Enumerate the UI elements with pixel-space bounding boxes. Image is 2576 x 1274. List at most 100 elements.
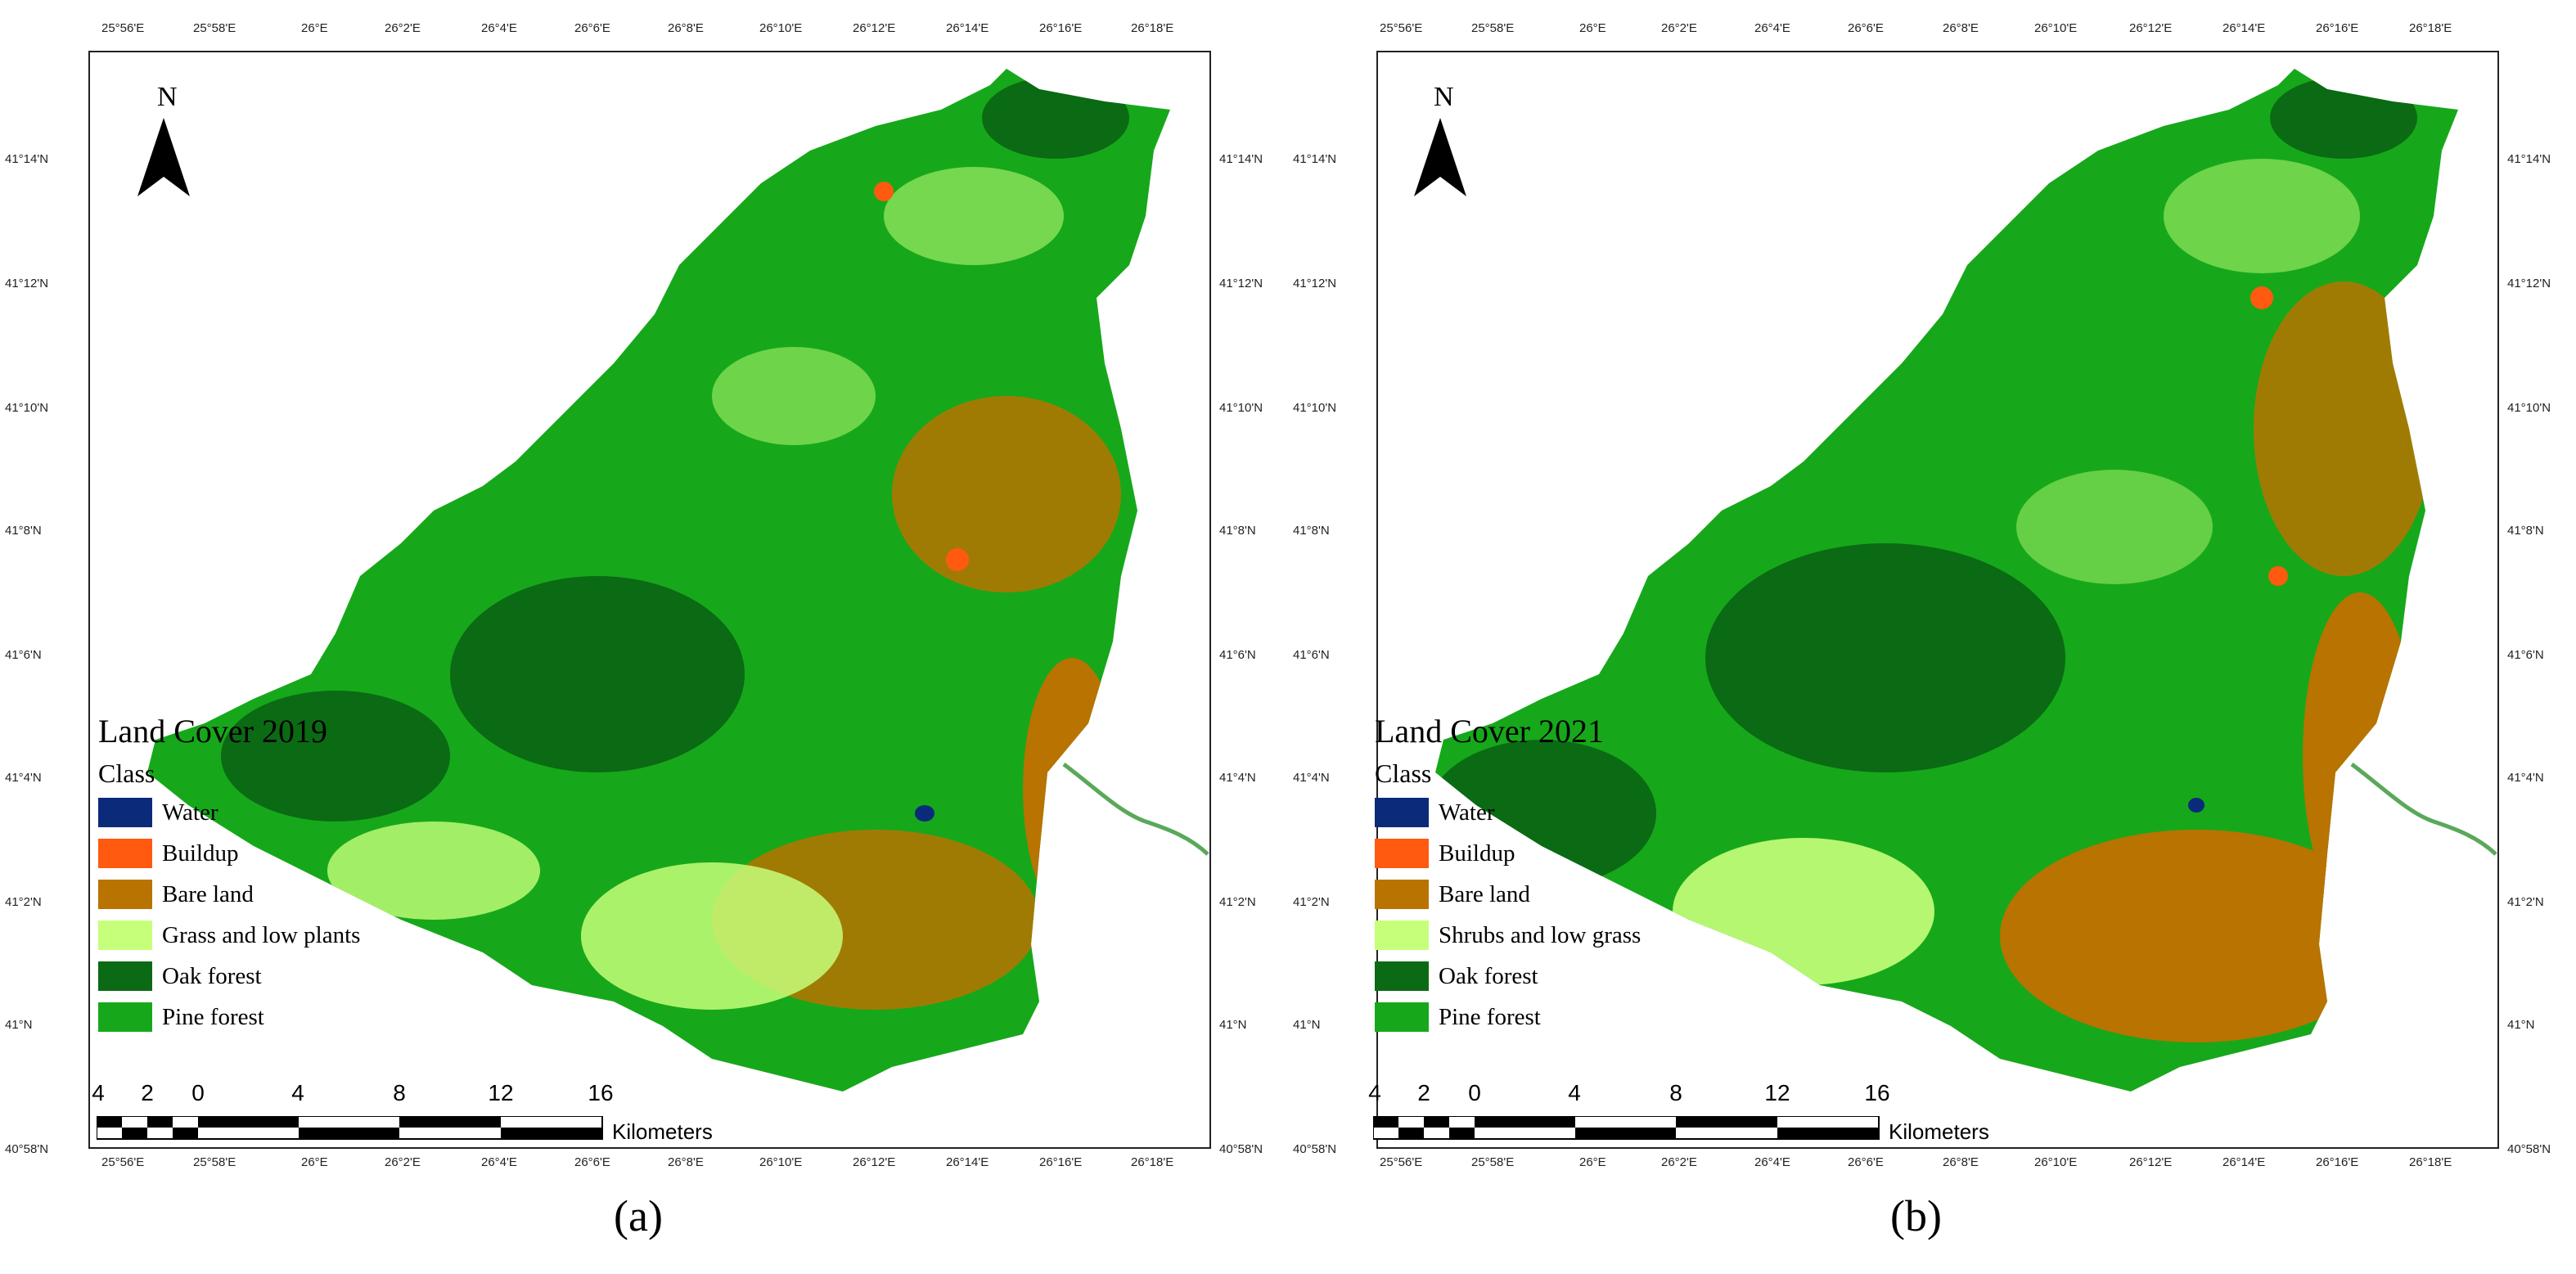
scale-label: 0: [191, 1080, 205, 1105]
legend-label: Buildup: [1439, 840, 1515, 867]
lat-tick: 41°6'N: [2507, 648, 2544, 662]
legend-item: Grass and low plants: [98, 915, 442, 956]
lat-tick: 41°4'N: [1293, 771, 1330, 785]
legend-label: Shrubs and low grass: [1439, 921, 1642, 948]
land-cover-map: [147, 69, 1209, 1092]
lat-tick: 41°N: [5, 1018, 33, 1032]
legend-label: Bare land: [1439, 880, 1530, 907]
lon-tick: 26°18'E: [1131, 21, 1174, 35]
legend-item: Oak forest: [98, 956, 442, 997]
lon-tick: 26°4'E: [1754, 1155, 1790, 1169]
land-cover-patches: [221, 77, 1129, 1010]
legend-label: Grass and low plants: [162, 921, 361, 948]
lat-tick: 40°58'N: [5, 1142, 49, 1156]
panel-caption: (b): [1890, 1191, 1942, 1240]
north-arrow: N: [131, 82, 213, 205]
lon-tick: 26°14'E: [2222, 1155, 2266, 1169]
legend-item: Bare land: [1375, 874, 1718, 915]
lon-tick: 26°14'E: [2222, 21, 2266, 35]
lon-tick: 26°14'E: [946, 1155, 989, 1169]
scale-label: 16: [1864, 1080, 1890, 1105]
lon-tick: 26°6'E: [1848, 21, 1884, 35]
lon-tick: 26°8'E: [668, 1155, 704, 1169]
lat-tick: 41°12'N: [1219, 277, 1263, 290]
scale-units: Kilometers: [612, 1119, 713, 1144]
lon-tick: 25°56'E: [101, 1155, 145, 1169]
lon-tick: 26°16'E: [2316, 21, 2359, 35]
lat-tick: 40°58'N: [1219, 1142, 1263, 1156]
lon-tick: 25°56'E: [1380, 21, 1423, 35]
legend-item: Buildup: [1375, 833, 1718, 874]
legend-class-label: Class: [98, 759, 155, 788]
lon-tick: 26°10'E: [2034, 21, 2078, 35]
scale-label: 8: [393, 1080, 406, 1105]
lat-tick: 41°6'N: [1219, 648, 1256, 662]
lat-tick: 41°4'N: [1219, 771, 1256, 785]
legend-swatch: [1375, 880, 1429, 909]
lon-tick: 26°16'E: [2316, 1155, 2359, 1169]
lat-tick: 41°14'N: [2507, 152, 2551, 166]
legend-item: Water: [98, 792, 442, 833]
legend-swatch: [1375, 1002, 1429, 1032]
legend-class-label: Class: [1375, 759, 1432, 788]
north-label: N: [157, 82, 178, 112]
legend-swatch: [98, 961, 152, 991]
map-panel-a: 25°56'E 25°58'E 26°E 26°2'E 26°4'E 26°6'…: [5, 21, 1263, 1240]
scale-label: 16: [588, 1080, 614, 1105]
scale-label: 12: [1764, 1080, 1790, 1105]
north-arrow-icon: [1414, 118, 1466, 196]
legend-item: Water: [1375, 792, 1718, 833]
lon-tick: 26°12'E: [2129, 21, 2173, 35]
lon-tick: 26°10'E: [759, 21, 803, 35]
legend-swatch: [98, 839, 152, 868]
lon-tick: 25°58'E: [193, 1155, 236, 1169]
lat-tick: 41°N: [1219, 1018, 1247, 1032]
lat-tick: 41°12'N: [2507, 277, 2551, 290]
scale-bar-graphic: [1373, 1116, 1880, 1140]
scale-label: 2: [141, 1080, 154, 1105]
lat-tick: 41°4'N: [5, 771, 42, 785]
lat-tick: 41°12'N: [5, 277, 49, 290]
legend-item: Buildup: [98, 833, 442, 874]
legend-label: Water: [162, 799, 218, 826]
lat-tick: 41°8'N: [1219, 524, 1256, 538]
lon-tick: 26°12'E: [853, 1155, 896, 1169]
land-cover-patches: [1435, 77, 2434, 1042]
lat-tick: 41°2'N: [1219, 895, 1256, 909]
lon-tick: 26°12'E: [853, 21, 896, 35]
lon-tick: 26°2'E: [385, 1155, 421, 1169]
legend-label: Buildup: [162, 840, 239, 867]
lat-tick: 40°58'N: [1293, 1142, 1337, 1156]
legend-label: Pine forest: [1439, 1003, 1541, 1030]
legend-swatch: [1375, 921, 1429, 950]
lon-tick: 26°8'E: [1943, 21, 1979, 35]
legend-label: Bare land: [162, 880, 254, 907]
north-arrow-icon: [137, 118, 190, 196]
lat-tick: 41°6'N: [5, 648, 42, 662]
lon-tick: 26°4'E: [1754, 21, 1790, 35]
scale-label: 4: [291, 1080, 304, 1105]
legend-label: Water: [1439, 799, 1495, 826]
lat-tick: 41°2'N: [2507, 895, 2544, 909]
scale-label: 12: [488, 1080, 514, 1105]
lon-tick: 25°58'E: [1471, 1155, 1515, 1169]
lon-tick: 26°18'E: [2409, 1155, 2452, 1169]
lat-tick: 41°N: [1293, 1018, 1321, 1032]
lon-tick: 26°8'E: [1943, 1155, 1979, 1169]
lat-tick: 41°6'N: [1293, 648, 1330, 662]
lon-tick: 26°16'E: [1039, 21, 1083, 35]
lon-tick: 26°E: [1579, 1155, 1606, 1169]
lat-tick: 41°12'N: [1293, 277, 1337, 290]
lat-tick: 41°14'N: [5, 152, 49, 166]
lat-tick: 41°10'N: [1219, 401, 1263, 415]
lat-tick: 41°8'N: [5, 524, 42, 538]
legend-label: Pine forest: [162, 1003, 264, 1030]
legend-swatch: [1375, 839, 1429, 868]
legend-swatch: [98, 880, 152, 909]
legend-swatch: [98, 798, 152, 827]
north-label: N: [1434, 82, 1454, 112]
scale-label: 0: [1468, 1080, 1481, 1105]
lat-tick: 41°2'N: [5, 895, 42, 909]
lon-tick: 26°6'E: [574, 1155, 610, 1169]
lon-tick: 25°58'E: [1471, 21, 1515, 35]
